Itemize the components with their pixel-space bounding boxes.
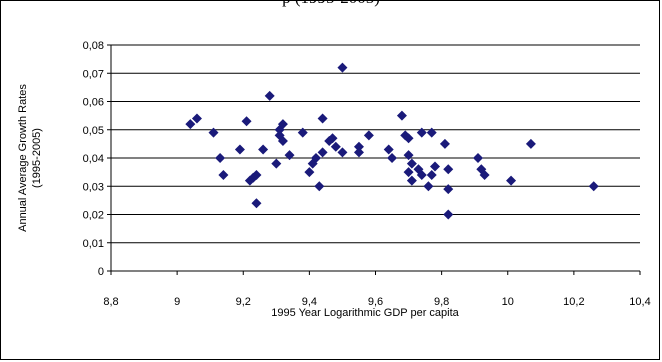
data-point	[416, 127, 427, 138]
data-point	[443, 209, 454, 220]
data-point	[406, 175, 417, 186]
data-point	[277, 119, 288, 130]
x-tick-label: 10,4	[629, 296, 650, 308]
x-tick-label: 8,8	[103, 296, 118, 308]
y-axis-label-line-2: (1995-2005)	[31, 128, 43, 188]
data-point	[403, 167, 414, 178]
data-point	[271, 158, 282, 169]
data-point	[277, 136, 288, 147]
data-point	[403, 150, 414, 161]
x-axis-label: 1995 Year Logarithmic GDP per capita	[271, 307, 459, 319]
data-point	[406, 158, 417, 169]
data-point	[426, 127, 437, 138]
data-point	[337, 147, 348, 158]
data-point	[215, 153, 226, 163]
data-point	[258, 144, 269, 155]
data-point	[443, 164, 454, 175]
data-point	[264, 90, 275, 101]
y-tick-label: 0,03	[83, 181, 104, 193]
data-point	[416, 169, 427, 180]
data-point	[353, 147, 364, 158]
data-point	[439, 138, 450, 149]
data-point	[241, 116, 252, 127]
data-point	[218, 169, 229, 180]
data-point	[297, 127, 308, 138]
y-tick-label: 0,06	[83, 97, 104, 109]
data-point	[403, 133, 414, 144]
chart-title-clipped: p (1995-2005)	[0, 0, 662, 8]
x-tick-label: 9	[174, 296, 180, 308]
data-point	[396, 110, 407, 121]
x-tick-label: 9,4	[302, 296, 317, 308]
y-tick-label: 0,07	[83, 68, 104, 80]
y-tick-labels: 0 0,01 0,02 0,03 0,04 0,05 0,06 0,07 0,08	[83, 40, 104, 278]
data-point	[430, 161, 441, 172]
data-point	[337, 62, 348, 73]
data-point	[479, 169, 490, 180]
x-tick-label: 9,2	[236, 296, 251, 308]
y-axis-label: Annual Average Growth Rates (1995-2005)	[17, 84, 43, 232]
data-point	[443, 184, 454, 195]
data-point	[353, 141, 364, 152]
y-tick-label: 0	[98, 266, 104, 278]
data-point	[426, 169, 437, 180]
data-point	[208, 127, 219, 138]
data-point	[383, 144, 394, 155]
x-tick-label: 9,6	[368, 296, 383, 308]
data-point	[327, 133, 338, 144]
data-point	[317, 113, 328, 124]
y-tick-label: 0,05	[83, 125, 104, 137]
data-point	[423, 181, 434, 192]
data-point	[588, 181, 599, 192]
data-point	[330, 141, 341, 152]
data-point	[506, 175, 517, 186]
y-tick-label: 0,08	[83, 40, 104, 52]
data-point	[317, 147, 328, 158]
data-point	[525, 138, 536, 149]
data-point	[185, 119, 196, 130]
data-points	[185, 62, 599, 220]
data-point	[363, 130, 374, 141]
data-point	[304, 167, 315, 178]
x-tick-label: 9,8	[434, 296, 449, 308]
data-point	[234, 144, 245, 155]
axes	[107, 44, 641, 275]
y-axis-label-line-1: Annual Average Growth Rates	[17, 84, 29, 232]
y-tick-label: 0,02	[83, 210, 104, 222]
grid-lines	[111, 44, 640, 244]
data-point	[387, 153, 398, 163]
data-point	[472, 153, 483, 163]
data-point	[251, 169, 262, 180]
x-tick-labels: 8,8 9 9,2 9,4 9,6 9,8 10 10,2 10,4	[103, 296, 650, 308]
data-point	[314, 181, 325, 192]
data-point	[251, 198, 262, 209]
data-point	[284, 150, 295, 161]
data-point	[248, 172, 259, 183]
x-tick-label: 10,2	[563, 296, 584, 308]
y-tick-label: 0,04	[83, 153, 104, 165]
x-tick-label: 10	[502, 296, 514, 308]
y-tick-label: 0,01	[83, 238, 104, 250]
data-point	[310, 153, 321, 163]
data-point	[191, 113, 202, 124]
